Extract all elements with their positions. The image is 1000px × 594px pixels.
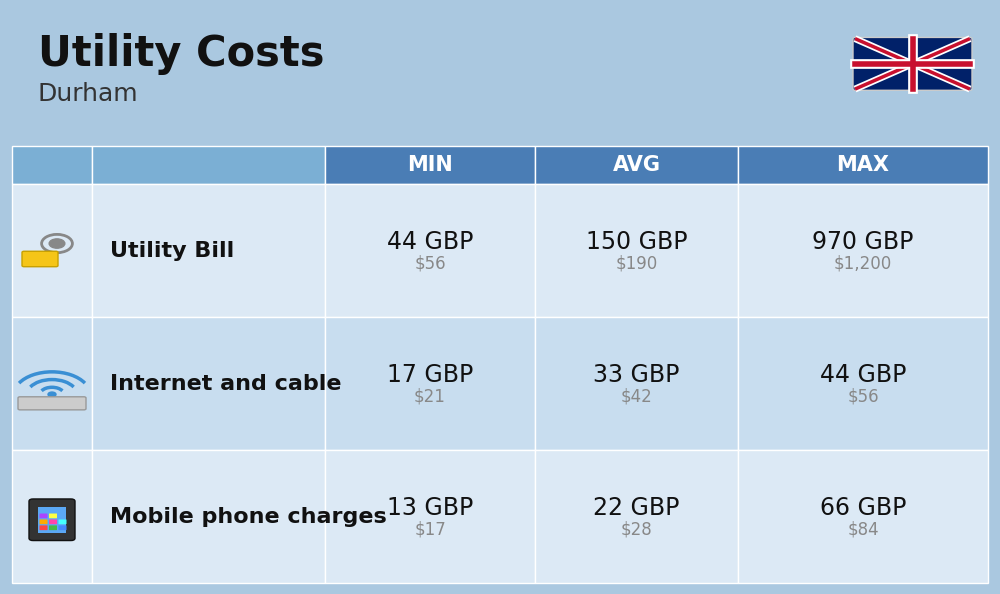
FancyBboxPatch shape	[12, 184, 92, 317]
Text: MIN: MIN	[407, 155, 453, 175]
FancyBboxPatch shape	[12, 146, 92, 184]
Text: $56: $56	[847, 387, 879, 405]
FancyBboxPatch shape	[738, 317, 988, 450]
FancyBboxPatch shape	[59, 525, 66, 530]
FancyBboxPatch shape	[49, 525, 57, 530]
FancyBboxPatch shape	[325, 317, 535, 450]
Text: 66 GBP: 66 GBP	[820, 497, 906, 520]
FancyBboxPatch shape	[535, 146, 738, 184]
Text: 17 GBP: 17 GBP	[387, 364, 473, 387]
FancyBboxPatch shape	[40, 513, 48, 518]
Text: 33 GBP: 33 GBP	[593, 364, 680, 387]
Text: $42: $42	[621, 387, 652, 405]
Text: 22 GBP: 22 GBP	[593, 497, 680, 520]
Circle shape	[49, 239, 65, 248]
FancyBboxPatch shape	[12, 450, 92, 583]
Text: Utility Costs: Utility Costs	[38, 33, 324, 75]
FancyBboxPatch shape	[40, 519, 48, 524]
Text: Mobile phone charges: Mobile phone charges	[110, 507, 387, 527]
FancyBboxPatch shape	[92, 450, 325, 583]
Text: $56: $56	[414, 254, 446, 272]
FancyBboxPatch shape	[12, 317, 92, 450]
Text: 150 GBP: 150 GBP	[586, 230, 687, 254]
FancyBboxPatch shape	[40, 525, 48, 530]
Text: $1,200: $1,200	[834, 254, 892, 272]
Text: 44 GBP: 44 GBP	[820, 364, 906, 387]
Text: MAX: MAX	[837, 155, 890, 175]
FancyBboxPatch shape	[92, 184, 325, 317]
FancyBboxPatch shape	[325, 450, 535, 583]
FancyBboxPatch shape	[49, 513, 57, 518]
FancyBboxPatch shape	[325, 146, 535, 184]
FancyBboxPatch shape	[59, 519, 66, 524]
FancyBboxPatch shape	[49, 519, 57, 524]
FancyBboxPatch shape	[738, 146, 988, 184]
FancyBboxPatch shape	[738, 184, 988, 317]
Text: 44 GBP: 44 GBP	[387, 230, 473, 254]
Text: $17: $17	[414, 520, 446, 538]
Text: Durham: Durham	[38, 82, 139, 106]
FancyBboxPatch shape	[535, 184, 738, 317]
FancyBboxPatch shape	[22, 251, 58, 267]
Text: Internet and cable: Internet and cable	[110, 374, 342, 394]
FancyBboxPatch shape	[18, 397, 86, 410]
FancyBboxPatch shape	[853, 37, 972, 90]
Text: AVG: AVG	[612, 155, 660, 175]
FancyBboxPatch shape	[92, 317, 325, 450]
FancyBboxPatch shape	[535, 450, 738, 583]
FancyBboxPatch shape	[38, 507, 66, 533]
Text: $28: $28	[621, 520, 652, 538]
Circle shape	[48, 392, 56, 397]
Text: $84: $84	[847, 520, 879, 538]
Text: 13 GBP: 13 GBP	[387, 497, 473, 520]
Text: $190: $190	[615, 254, 658, 272]
FancyBboxPatch shape	[92, 146, 325, 184]
FancyBboxPatch shape	[738, 450, 988, 583]
FancyBboxPatch shape	[535, 317, 738, 450]
Text: $21: $21	[414, 387, 446, 405]
Text: 970 GBP: 970 GBP	[812, 230, 914, 254]
FancyBboxPatch shape	[325, 184, 535, 317]
Text: Utility Bill: Utility Bill	[110, 241, 234, 261]
FancyBboxPatch shape	[29, 499, 75, 541]
